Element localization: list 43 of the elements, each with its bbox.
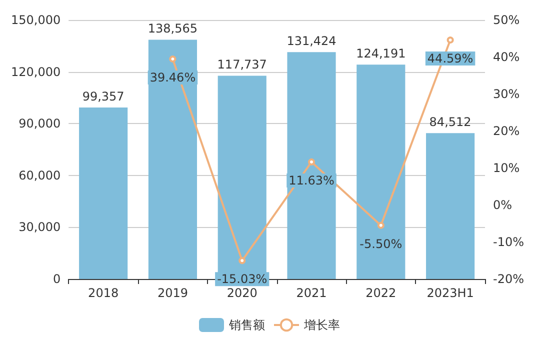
y-tick-label: 0 bbox=[52, 272, 61, 286]
y2-tick-label: 40% bbox=[493, 50, 520, 64]
y2-tick-label: 10% bbox=[493, 161, 520, 175]
legend-label: 销售额 bbox=[228, 318, 265, 332]
x-tick-label: 2021 bbox=[296, 286, 327, 300]
x-tick-label: 2023H1 bbox=[426, 286, 474, 300]
y-tick-label: 60,000 bbox=[18, 168, 61, 182]
y-tick-label: 30,000 bbox=[18, 220, 61, 234]
bar bbox=[426, 133, 475, 279]
y2-tick-label: 20% bbox=[493, 124, 520, 138]
data-label: 11.63% bbox=[288, 173, 334, 188]
y2-tick-label: 30% bbox=[493, 87, 520, 101]
data-label: -5.50% bbox=[360, 236, 402, 251]
data-label: 138,565 bbox=[148, 22, 198, 36]
data-label: 124,191 bbox=[356, 46, 406, 61]
legend-label: 增长率 bbox=[303, 318, 340, 332]
y2-tick-label: 50% bbox=[493, 13, 520, 27]
y-tick-label: 150,000 bbox=[11, 13, 61, 27]
data-label: 84,512 bbox=[429, 115, 472, 130]
bar bbox=[356, 64, 406, 279]
x-tick-label: 2022 bbox=[366, 286, 396, 300]
x-tick-label: 2018 bbox=[88, 286, 119, 300]
y2-tick-label: 0% bbox=[493, 198, 512, 212]
x-tick-label: 2020 bbox=[226, 286, 258, 300]
x-tick-label: 2019 bbox=[157, 286, 188, 300]
y-tick-label: 90,000 bbox=[18, 116, 61, 131]
y2-tick-label: -10% bbox=[493, 235, 524, 249]
data-label: -15.03% bbox=[217, 272, 268, 286]
data-label: 99,357 bbox=[82, 89, 124, 104]
y2-tick-label: -20% bbox=[493, 272, 524, 286]
point bbox=[446, 36, 454, 44]
bar bbox=[287, 52, 336, 279]
bar bbox=[148, 40, 198, 279]
bar bbox=[79, 107, 128, 279]
data-label: 131,424 bbox=[286, 34, 336, 48]
point bbox=[169, 56, 176, 62]
data-label: 44.59% bbox=[427, 52, 474, 66]
data-label: 39.46% bbox=[150, 70, 196, 84]
point bbox=[377, 222, 384, 229]
point bbox=[238, 257, 246, 264]
data-label: 117,737 bbox=[217, 58, 267, 72]
point bbox=[308, 158, 316, 166]
y-tick-label: 120,000 bbox=[11, 64, 61, 79]
